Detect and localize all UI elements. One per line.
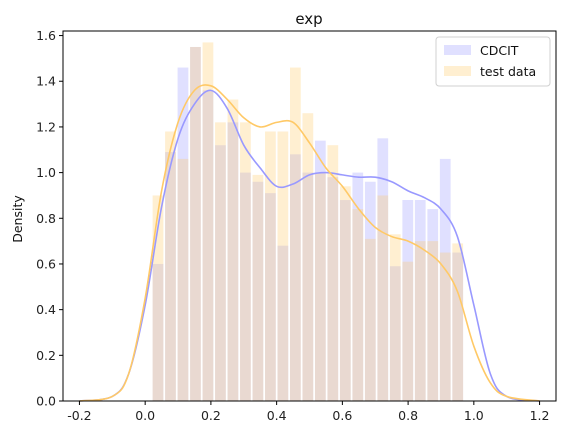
test-data-bar xyxy=(277,131,289,401)
test-data-kde-line xyxy=(79,84,540,402)
test-data-bar xyxy=(389,234,401,401)
test-data-bar xyxy=(352,209,364,401)
test-data-bar xyxy=(439,252,451,401)
kde-curves xyxy=(79,84,540,402)
cdcit-bar xyxy=(314,140,326,401)
test-data-bar xyxy=(202,42,214,402)
cdcit-bar xyxy=(277,245,289,401)
cdcit-bar xyxy=(177,67,189,401)
test-data-bar xyxy=(364,238,376,401)
test-data-bar xyxy=(414,241,426,401)
legend-swatch xyxy=(444,66,471,76)
cdcit-bar xyxy=(452,252,464,401)
cdcit-bar xyxy=(339,200,351,401)
plot-area xyxy=(62,30,557,402)
y-axis: 0.0 0.2 0.4 0.6 0.8 1.0 1.2 1.4 1.6 xyxy=(36,28,63,409)
cdcit-bar xyxy=(227,122,239,401)
test-data-bar xyxy=(165,131,176,401)
test-data-bar xyxy=(327,145,339,401)
legend-label: CDCIT xyxy=(480,43,519,58)
cdcit-bar xyxy=(414,200,426,401)
histogram-bars xyxy=(152,42,464,402)
x-tick-label: 1.0 xyxy=(464,408,484,423)
x-axis: -0.2 0.0 0.2 0.4 0.6 0.8 1.0 1.2 xyxy=(67,401,550,423)
test-data-bar xyxy=(177,158,189,401)
test-data-bar xyxy=(452,243,464,401)
y-tick-label: 1.0 xyxy=(36,165,56,180)
cdcit-bar xyxy=(352,172,364,401)
y-tick-label: 0.4 xyxy=(36,302,56,317)
test-data-bar xyxy=(302,113,314,401)
y-tick-label: 0.0 xyxy=(36,394,56,409)
test-data-bar xyxy=(252,174,264,401)
x-tick-label: 0.2 xyxy=(201,408,221,423)
cdcit-bar xyxy=(202,90,214,401)
cdcit-bar xyxy=(402,200,414,401)
cdcit-kde-line xyxy=(79,89,540,402)
cdcit-bar xyxy=(364,181,376,401)
cdcit-bar xyxy=(165,152,176,401)
y-tick-label: 1.2 xyxy=(36,119,56,134)
cdcit-bar xyxy=(377,138,389,401)
cdcit-bar xyxy=(327,177,339,401)
test-data-bar xyxy=(152,195,164,401)
test-data-bar xyxy=(339,186,351,401)
test-data-bar xyxy=(240,122,251,401)
cdcit-bar xyxy=(240,172,251,401)
test-data-bar xyxy=(265,131,276,401)
legend: CDCIT test data xyxy=(435,36,551,87)
chart-title: exp xyxy=(295,10,322,28)
legend-label: test data xyxy=(480,64,536,79)
cdcit-bar xyxy=(265,193,276,401)
cdcit-bar xyxy=(252,181,264,401)
test-data-bar xyxy=(190,46,201,401)
test-data-bar xyxy=(427,241,439,401)
y-tick-label: 1.6 xyxy=(36,28,56,43)
cdcit-bar xyxy=(439,158,451,401)
test-data-bar xyxy=(215,122,226,401)
legend-box xyxy=(435,36,551,87)
test-data-bar xyxy=(227,99,239,401)
y-tick-label: 0.8 xyxy=(36,211,56,226)
cdcit-bar xyxy=(427,209,439,401)
x-tick-label: 0.4 xyxy=(267,408,287,423)
test-data-bar xyxy=(377,195,389,401)
y-tick-label: 0.6 xyxy=(36,256,56,271)
x-tick-label: 0.6 xyxy=(332,408,352,423)
y-axis-label: Density xyxy=(10,195,25,243)
y-tick-label: 1.4 xyxy=(36,74,56,89)
test-data-bar xyxy=(402,261,414,401)
x-tick-label: 1.2 xyxy=(530,408,550,423)
plot-frame xyxy=(62,30,557,402)
cdcit-bar xyxy=(215,145,226,401)
cdcit-bar xyxy=(289,154,301,401)
x-tick-label: -0.2 xyxy=(67,408,91,423)
test-data-bar xyxy=(314,172,326,401)
cdcit-bar xyxy=(152,263,164,401)
cdcit-bar xyxy=(302,172,314,401)
x-tick-label: 0.0 xyxy=(135,408,155,423)
x-tick-label: 0.8 xyxy=(398,408,418,423)
test-data-bar xyxy=(289,67,301,401)
cdcit-bar xyxy=(389,266,401,401)
y-tick-label: 0.2 xyxy=(36,348,56,363)
legend-swatch xyxy=(444,45,471,55)
cdcit-bar xyxy=(190,46,201,401)
